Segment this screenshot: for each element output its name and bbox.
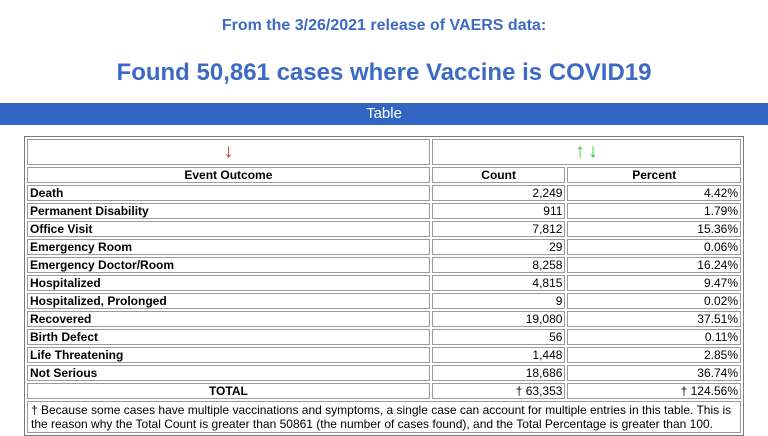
table-row: Office Visit 7,812 15.36%: [27, 221, 741, 237]
column-header-count: Count: [431, 167, 566, 183]
results-table: ↓ ↑ ↓ Event Outcome Count Percent Death …: [24, 136, 744, 436]
count-sort-cell: ↑ ↓: [431, 139, 741, 165]
table-title: Table: [366, 105, 402, 122]
row-label: Permanent Disability: [27, 203, 430, 219]
footnote: † Because some cases have multiple vacci…: [27, 401, 741, 433]
row-label: Not Serious: [27, 365, 430, 381]
row-count: 7,812: [431, 221, 566, 237]
table-row: Death 2,249 4.42%: [27, 185, 741, 201]
total-count: † 63,353: [431, 383, 566, 399]
table-row: Birth Defect 56 0.11%: [27, 329, 741, 345]
row-percent: 15.36%: [567, 221, 741, 237]
row-percent: 0.06%: [567, 239, 741, 255]
row-percent: 1.79%: [567, 203, 741, 219]
row-percent: 0.02%: [567, 293, 741, 309]
row-count: 19,080: [431, 311, 566, 327]
page-title: Found 50,861 cases where Vaccine is COVI…: [116, 59, 652, 86]
sort-down-arrow-icon[interactable]: ↓: [588, 140, 598, 162]
table-row: Life Threatening 1,448 2.85%: [27, 347, 741, 363]
sort-up-arrow-icon[interactable]: ↑: [575, 140, 585, 162]
row-count: 29: [431, 239, 566, 255]
row-count: 9: [431, 293, 566, 309]
row-count: 4,815: [431, 275, 566, 291]
row-label: Birth Defect: [27, 329, 430, 345]
row-percent: 9.47%: [567, 275, 741, 291]
table-row: Permanent Disability 911 1.79%: [27, 203, 741, 219]
row-percent: 16.24%: [567, 257, 741, 273]
table-row: Emergency Room 29 0.06%: [27, 239, 741, 255]
table-row: Hospitalized, Prolonged 9 0.02%: [27, 293, 741, 309]
row-label: Hospitalized: [27, 275, 430, 291]
event-outcome-sort-cell: ↓: [27, 139, 430, 165]
footnote-row: † Because some cases have multiple vacci…: [27, 401, 741, 433]
row-percent: 2.85%: [567, 347, 741, 363]
row-count: 18,686: [431, 365, 566, 381]
row-count: 911: [431, 203, 566, 219]
row-count: 2,249: [431, 185, 566, 201]
row-count: 8,258: [431, 257, 566, 273]
row-count: 56: [431, 329, 566, 345]
release-subtitle: From the 3/26/2021 release of VAERS data…: [221, 17, 547, 34]
row-label: Office Visit: [27, 221, 430, 237]
row-label: Recovered: [27, 311, 430, 327]
row-percent: 0.11%: [567, 329, 741, 345]
row-percent: 36.74%: [567, 365, 741, 381]
row-percent: 37.51%: [567, 311, 741, 327]
table-row: Hospitalized 4,815 9.47%: [27, 275, 741, 291]
total-percent: † 124.56%: [567, 383, 741, 399]
table-title-bar: Table: [0, 103, 768, 125]
table-row: Emergency Doctor/Room 8,258 16.24%: [27, 257, 741, 273]
table-row: Recovered 19,080 37.51%: [27, 311, 741, 327]
sort-down-arrow-icon[interactable]: ↓: [223, 140, 234, 162]
total-row: TOTAL † 63,353 † 124.56%: [27, 383, 741, 399]
row-label: Emergency Doctor/Room: [27, 257, 430, 273]
row-label: Death: [27, 185, 430, 201]
total-label: TOTAL: [27, 383, 430, 399]
column-header-percent: Percent: [567, 167, 741, 183]
row-percent: 4.42%: [567, 185, 741, 201]
row-label: Hospitalized, Prolonged: [27, 293, 430, 309]
row-label: Emergency Room: [27, 239, 430, 255]
row-label: Life Threatening: [27, 347, 430, 363]
column-header-event-outcome: Event Outcome: [27, 167, 430, 183]
table-row: Not Serious 18,686 36.74%: [27, 365, 741, 381]
row-count: 1,448: [431, 347, 566, 363]
